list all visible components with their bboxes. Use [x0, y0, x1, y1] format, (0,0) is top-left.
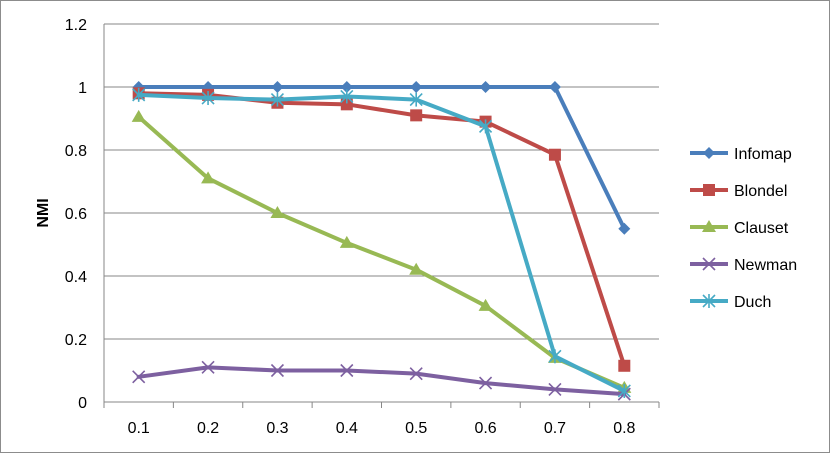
- y-tick-label: 1.2: [65, 17, 87, 34]
- x-tick-label: 0.6: [474, 420, 496, 437]
- legend-label-newman: Newman: [734, 257, 797, 274]
- x-tick-label: 0.5: [405, 420, 427, 437]
- gridlines: [104, 23, 659, 340]
- legend-label-duch: Duch: [734, 294, 771, 311]
- data-point-clauset: [478, 298, 493, 311]
- legend-item-blondel: Blondel: [690, 183, 787, 200]
- data-point-duch: [478, 119, 493, 134]
- legend: Infomap Blondel Clauset Newman Duch: [690, 146, 797, 311]
- data-point-duch: [409, 92, 423, 107]
- legend-marker-clauset: [702, 220, 716, 232]
- data-point-blondel: [340, 98, 353, 111]
- y-tick-label: 0.6: [65, 206, 87, 223]
- series-line-infomap: [136, 85, 627, 231]
- data-point-duch: [132, 87, 146, 102]
- legend-item-newman: Newman: [690, 257, 797, 274]
- x-tick-label: 0.1: [128, 420, 150, 437]
- series-infomap: [132, 81, 631, 235]
- legend-item-duch: Duch: [690, 294, 771, 311]
- data-point-clauset: [270, 206, 285, 218]
- data-point-newman: [132, 370, 146, 384]
- data-point-duch: [201, 91, 215, 106]
- legend-marker-blondel: [703, 184, 715, 196]
- data-point-newman: [548, 382, 562, 396]
- data-point-newman: [409, 367, 423, 381]
- x-tick-label: 0.2: [197, 420, 219, 437]
- y-tick-label: 0.2: [65, 332, 87, 349]
- series-duch: [132, 87, 631, 398]
- data-point-infomap: [271, 81, 284, 93]
- data-point-duch: [548, 349, 562, 364]
- legend-marker-newman: [702, 257, 716, 271]
- legend-marker-infomap: [703, 147, 715, 159]
- series-blondel: [132, 87, 631, 372]
- legend-item-clauset: Clauset: [690, 220, 789, 237]
- series-lines: [131, 81, 632, 401]
- y-axis-title: NMI: [35, 198, 52, 227]
- y-tick-label: 0: [78, 395, 87, 412]
- legend-label-clauset: Clauset: [734, 220, 789, 237]
- x-tick-label: 0.3: [266, 420, 288, 437]
- data-point-newman: [478, 376, 493, 390]
- data-point-clauset: [409, 262, 424, 275]
- y-tick-label: 1: [78, 80, 87, 97]
- x-tick-label: 0.8: [613, 420, 635, 437]
- data-point-infomap: [618, 222, 631, 235]
- series-line-newman: [136, 365, 627, 397]
- data-point-infomap: [548, 81, 561, 93]
- data-point-infomap: [410, 81, 423, 93]
- axes: 0 0.2 0.4 0.6 0.8 1 1.2 0.1 0.2 0.3 0.4 0.5 0.6 0.7 0.…: [35, 17, 660, 437]
- data-point-infomap: [340, 81, 353, 93]
- data-point-clauset: [339, 235, 354, 248]
- legend-label-infomap: Infomap: [734, 146, 792, 163]
- data-point-newman: [340, 363, 354, 378]
- x-tick-label: 0.4: [336, 420, 358, 437]
- data-point-blondel: [548, 148, 561, 161]
- y-tick-label: 0.8: [65, 143, 87, 160]
- series-line-duch: [136, 92, 627, 393]
- series-line-clauset: [136, 114, 627, 390]
- legend-marker-duch: [702, 294, 716, 308]
- data-point-infomap: [479, 81, 492, 93]
- data-point-newman: [201, 360, 215, 374]
- x-tick-label: 0.7: [544, 420, 566, 437]
- series-line-blondel: [136, 91, 627, 368]
- data-point-duch: [270, 92, 285, 107]
- data-point-duch: [617, 383, 631, 398]
- y-tick-label: 0.4: [65, 269, 87, 286]
- data-point-clauset: [131, 109, 146, 122]
- legend-label-blondel: Blondel: [734, 183, 787, 200]
- data-point-blondel: [618, 359, 631, 372]
- series-newman: [132, 360, 631, 401]
- data-point-duch: [340, 89, 354, 104]
- data-point-newman: [270, 363, 285, 378]
- data-point-clauset: [201, 171, 216, 184]
- data-point-blondel: [410, 109, 423, 122]
- legend-item-infomap: Infomap: [690, 146, 792, 163]
